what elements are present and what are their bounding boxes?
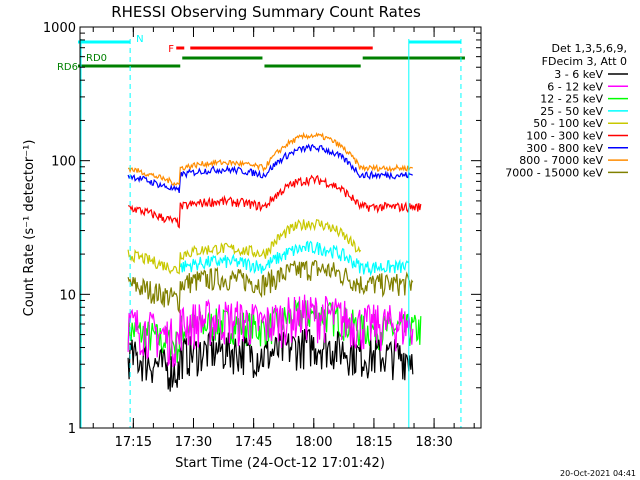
legend-header-1: Det 1,3,5,6,9, [551, 42, 627, 55]
x-axis-label: Start Time (24-Oct-12 17:01:42) [175, 456, 385, 471]
x-tick-label: 17:45 [235, 435, 272, 450]
legend: Det 1,3,5,6,9, FDecim 3, Att 0 3 - 6 keV… [505, 42, 628, 179]
legend-label: 12 - 25 keV [540, 93, 603, 106]
series-line [127, 260, 414, 314]
series-layer [127, 131, 422, 392]
markers-layer [80, 39, 462, 428]
x-tick-label: 18:15 [355, 435, 392, 450]
flag-label: N [136, 34, 143, 45]
legend-label: 50 - 100 keV [533, 117, 603, 130]
footer-timestamp: 20-Oct-2021 04:41 [560, 469, 636, 478]
legend-label: 3 - 6 keV [554, 68, 603, 81]
chart-title: RHESSI Observing Summary Count Rates [111, 3, 421, 21]
legend-label: 6 - 12 keV [547, 80, 603, 93]
series-line [127, 299, 422, 363]
series-line [127, 328, 414, 392]
flag-label: RD6 [57, 62, 78, 73]
legend-label: 7000 - 15000 keV [505, 166, 603, 179]
y-axis: 1 10 100 1000 [43, 21, 481, 437]
y-tick-label: 1 [68, 422, 76, 437]
series-line [179, 240, 410, 277]
flag-label: F [168, 44, 174, 55]
x-tick-label: 18:00 [295, 435, 332, 450]
y-axis-label: Count Rate (s⁻¹ detector⁻¹) [22, 140, 37, 317]
legend-header-2: FDecim 3, Att 0 [542, 55, 627, 68]
plot-frame [79, 26, 482, 429]
legend-label: 100 - 300 keV [526, 130, 603, 143]
series-line [127, 294, 414, 368]
x-tick-label: 17:15 [115, 435, 152, 450]
legend-label: 25 - 50 keV [540, 105, 603, 118]
series-line [127, 174, 422, 229]
series-line [127, 143, 413, 194]
series-line [127, 131, 413, 186]
flag-label: RD0 [86, 53, 107, 64]
x-axis: 17:15 17:30 17:45 18:00 18:15 18:30 [92, 27, 475, 450]
flags-layer: N F RD0 RD6 [57, 34, 465, 73]
legend-label: 300 - 800 keV [526, 142, 603, 155]
plot-area: N F RD0 RD6 [57, 26, 482, 429]
y-tick-label: 10 [59, 288, 76, 303]
y-tick-label: 100 [51, 155, 76, 170]
x-tick-label: 17:30 [175, 435, 212, 450]
legend-label: 800 - 7000 keV [519, 154, 603, 167]
x-tick-label: 18:30 [415, 435, 452, 450]
y-tick-label: 1000 [43, 21, 76, 36]
series-line [127, 218, 362, 275]
